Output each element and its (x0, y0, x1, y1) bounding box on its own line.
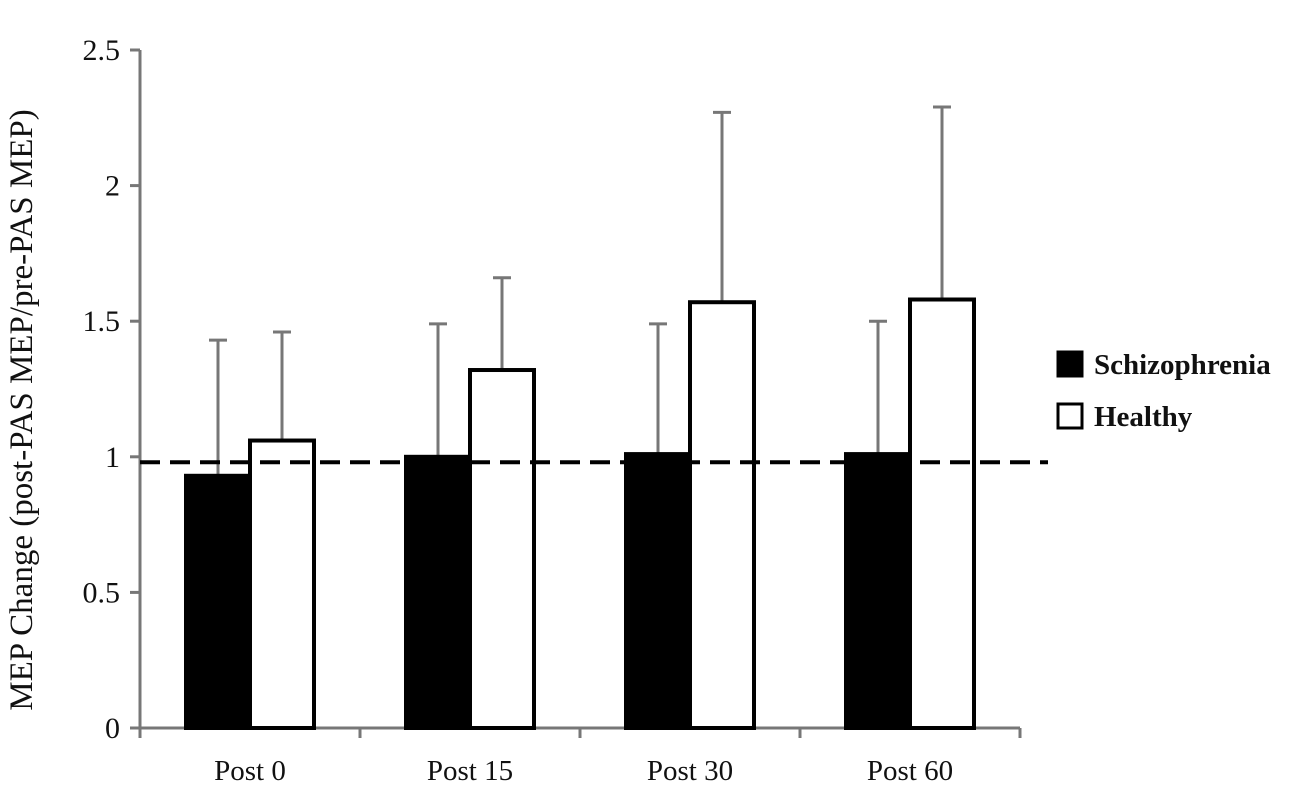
legend-label: Schizophrenia (1094, 349, 1271, 381)
y-axis-title: MEP Change (post-PAS MEP/pre-PAS MEP) (4, 109, 40, 710)
bar (688, 300, 756, 730)
legend: Schizophrenia Healthy (1056, 349, 1271, 433)
legend-swatch (1056, 350, 1084, 378)
y-tick-label: 0.5 (83, 576, 121, 609)
bar (404, 454, 472, 730)
bar (624, 452, 692, 730)
y-tick-label: 1.5 (83, 305, 121, 338)
y-tick-label: 2.5 (83, 34, 121, 67)
x-tick-label: Post 15 (427, 755, 513, 787)
x-tick-label: Post 60 (867, 755, 953, 787)
x-tick-label: Post 0 (214, 755, 286, 787)
plot-area: 0 0.5 1 1.5 2 2.5 Post 0 Post 15 Post 30 Post 60 (83, 34, 1048, 787)
y-tick-label: 1 (105, 441, 120, 474)
bar (248, 438, 316, 730)
legend-swatch (1056, 402, 1084, 430)
y-tick-label: 0 (105, 712, 120, 745)
y-tick-label: 2 (105, 170, 120, 203)
legend-label: Healthy (1094, 401, 1193, 433)
bar (184, 473, 252, 730)
bar (844, 452, 912, 730)
bar (468, 368, 536, 730)
x-tick-label: Post 30 (647, 755, 733, 787)
bar (908, 297, 976, 730)
